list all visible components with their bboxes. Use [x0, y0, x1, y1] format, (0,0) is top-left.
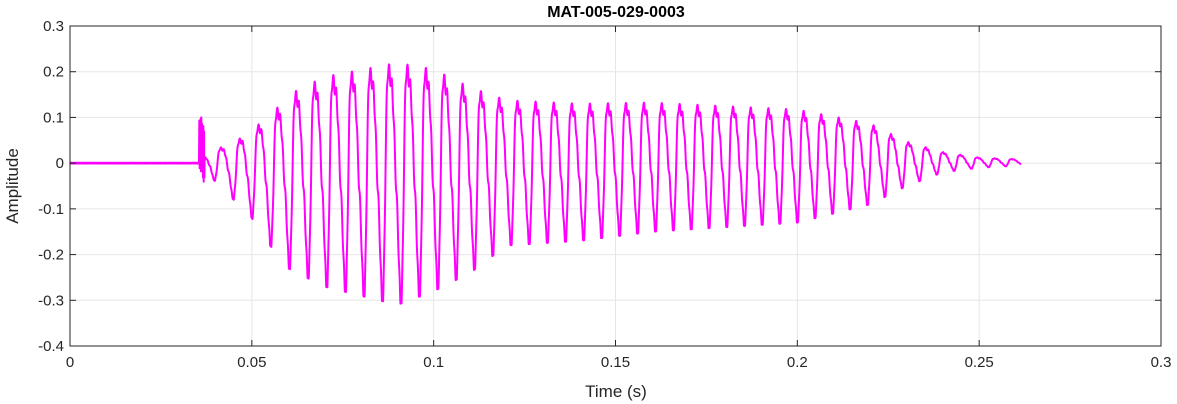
x-tick-labels: 0 0.05 0.1 0.15 0.2 0.25 0.3	[66, 354, 1172, 371]
x-tick-label: 0.15	[601, 354, 630, 371]
waveform-line	[69, 63, 1022, 305]
y-tick-label: -0.2	[38, 247, 64, 264]
y-tick-label: 0.1	[43, 109, 64, 126]
grid-lines	[69, 25, 1162, 347]
y-axis-label: Amplitude	[3, 148, 22, 224]
y-tick-label: -0.1	[38, 201, 64, 218]
x-tick-label: 0.3	[1151, 354, 1172, 371]
y-tick-label: 0.2	[43, 64, 64, 81]
plot-line	[69, 63, 1022, 305]
x-tick-label: 0.05	[237, 354, 266, 371]
axis-ticks	[69, 25, 1162, 347]
x-axis-label: Time (s)	[585, 382, 647, 401]
x-tick-label: 0	[66, 354, 74, 371]
y-tick-label: 0	[56, 155, 64, 172]
y-tick-label: -0.3	[38, 292, 64, 309]
x-tick-label: 0.25	[965, 354, 994, 371]
y-tick-labels: -0.4 -0.3 -0.2 -0.1 0 0.1 0.2 0.3	[38, 18, 64, 355]
chart-title: MAT-005-029-0003	[547, 4, 685, 21]
x-tick-label: 0.2	[787, 354, 808, 371]
y-tick-label: 0.3	[43, 18, 64, 35]
y-tick-label: -0.4	[38, 338, 64, 355]
x-tick-label: 0.1	[423, 354, 444, 371]
